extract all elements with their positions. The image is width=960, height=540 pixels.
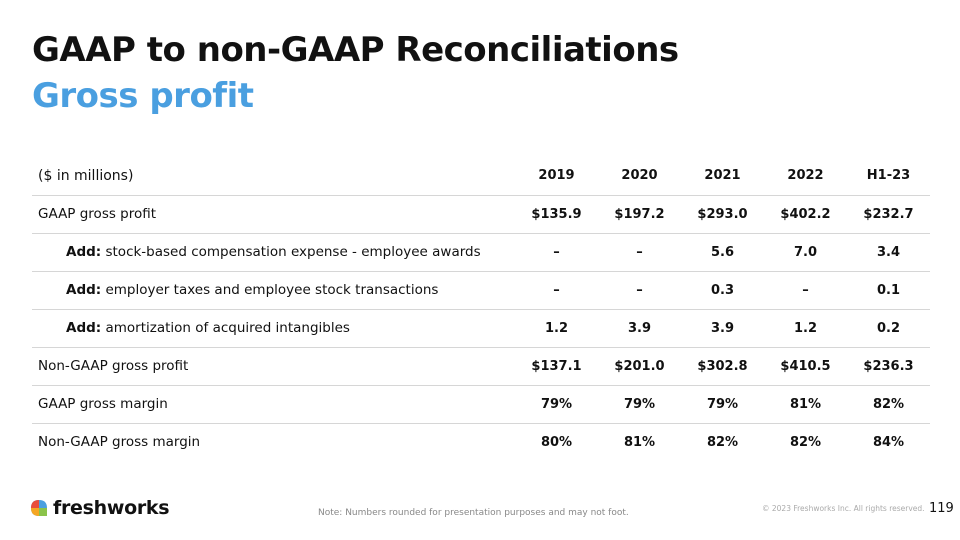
add-prefix: Add: — [66, 282, 102, 298]
cell-value: – — [553, 244, 560, 260]
cell-value: 81% — [789, 396, 822, 412]
cell-value: – — [553, 282, 560, 298]
cell-value: 84% — [872, 434, 905, 450]
cell-value: $293.0 — [697, 206, 748, 222]
cell-value: $410.5 — [780, 358, 831, 374]
row-label: Non-GAAP gross margin — [38, 434, 201, 451]
slide-title: GAAP to non-GAAP Reconciliations — [32, 30, 679, 70]
cell-value: – — [636, 244, 643, 260]
cell-value: – — [636, 282, 643, 298]
cell-value: 82% — [706, 434, 739, 450]
table-row: Add: stock-based compensation expense - … — [32, 233, 930, 271]
table-row: Non-GAAP gross profit $137.1 $201.0 $302… — [32, 347, 930, 385]
page-number: 119 — [929, 501, 954, 516]
cell-value: $197.2 — [614, 206, 665, 222]
copyright-notice: © 2023 Freshworks Inc. All rights reserv… — [762, 504, 925, 513]
row-label: Add: employer taxes and employee stock t… — [32, 271, 515, 309]
row-label-text: amortization of acquired intangibles — [101, 320, 350, 336]
row-label: GAAP gross profit — [38, 206, 157, 222]
table-row: GAAP gross margin 79% 79% 79% 81% 82% — [32, 385, 930, 423]
freshworks-logo-icon — [31, 500, 47, 516]
row-label: Add: stock-based compensation expense - … — [32, 233, 515, 271]
cell-value: 82% — [789, 434, 822, 450]
cell-value: 5.6 — [710, 244, 735, 260]
cell-value: $236.3 — [863, 358, 914, 374]
add-prefix: Add: — [66, 320, 102, 336]
column-header: 2020 — [621, 168, 658, 184]
add-prefix: Add: — [66, 244, 102, 260]
logo-wordmark: freshworks — [53, 497, 170, 519]
cell-value: $402.2 — [780, 206, 831, 222]
cell-value: 0.2 — [876, 320, 901, 336]
column-header: H1-23 — [866, 168, 911, 184]
cell-value: 3.9 — [627, 320, 652, 336]
row-label: Add: amortization of acquired intangible… — [32, 309, 515, 347]
cell-value: 82% — [872, 396, 905, 412]
table-row: GAAP gross profit $135.9 $197.2 $293.0 $… — [32, 195, 930, 233]
cell-value: 1.2 — [793, 320, 818, 336]
cell-value: 0.3 — [710, 282, 735, 298]
cell-value: $302.8 — [697, 358, 748, 374]
row-label: GAAP gross margin — [38, 396, 168, 412]
cell-value: 80% — [540, 434, 573, 450]
table-row: Add: amortization of acquired intangible… — [32, 309, 930, 347]
cell-value: – — [802, 282, 809, 298]
row-label: Non-GAAP gross profit — [38, 358, 189, 374]
row-label-text: stock-based compensation expense - emplo… — [101, 244, 481, 260]
unit-label: ($ in millions) — [38, 167, 134, 184]
cell-value: 79% — [623, 396, 656, 412]
cell-value: $135.9 — [531, 206, 582, 222]
cell-value: 79% — [706, 396, 739, 412]
cell-value: $232.7 — [863, 206, 914, 222]
table-header-row: ($ in millions) 2019 2020 2021 2022 H1-2… — [32, 157, 930, 195]
cell-value: 0.1 — [876, 282, 901, 298]
slide-subtitle: Gross profit — [32, 76, 254, 116]
cell-value: 3.4 — [876, 244, 901, 260]
cell-value: $137.1 — [531, 358, 582, 374]
freshworks-logo: freshworks — [30, 497, 170, 519]
footnote: Note: Numbers rounded for presentation p… — [318, 508, 629, 518]
cell-value: $201.0 — [614, 358, 665, 374]
column-header: 2019 — [538, 168, 575, 184]
column-header: 2022 — [787, 168, 824, 184]
cell-value: 1.2 — [544, 320, 569, 336]
cell-value: 81% — [623, 434, 656, 450]
cell-value: 79% — [540, 396, 573, 412]
cell-value: 3.9 — [710, 320, 735, 336]
table-row: Add: employer taxes and employee stock t… — [32, 271, 930, 309]
row-label-text: employer taxes and employee stock transa… — [101, 282, 439, 298]
table-row: Non-GAAP gross margin 80% 81% 82% 82% 84… — [32, 423, 930, 461]
reconciliation-table: ($ in millions) 2019 2020 2021 2022 H1-2… — [32, 157, 930, 461]
cell-value: 7.0 — [793, 244, 818, 260]
column-header: 2021 — [704, 168, 741, 184]
